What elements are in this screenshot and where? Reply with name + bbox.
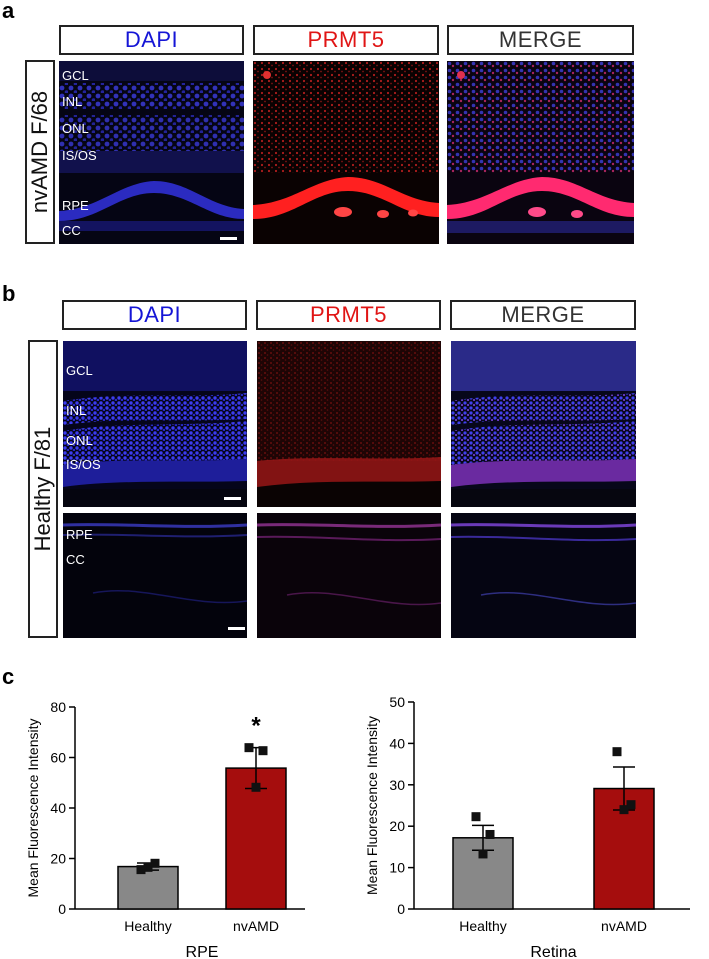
- panel-a-scale-bar: [220, 237, 237, 240]
- panel-a-prmt5-image: [253, 61, 439, 244]
- panel-b-merge-rpe-image: [451, 513, 636, 638]
- panel-b-layer-rpe: RPE: [66, 527, 93, 542]
- panel-a-header-dapi: DAPI: [59, 25, 244, 55]
- panel-b-prmt5-rpe-image: [257, 513, 441, 638]
- panel-b-layer-gcl: GCL: [66, 363, 93, 378]
- panel-a-layer-rpe: RPE: [62, 198, 89, 213]
- chart0-category-label: Healthy: [124, 918, 171, 934]
- chart1-data-point: [478, 849, 488, 859]
- chart0-data-point: [136, 865, 146, 875]
- chart0-bar-healthy: [117, 865, 179, 910]
- chart0-ytick-label: 40: [50, 800, 66, 816]
- panel-a-layer-onl: ONL: [62, 121, 89, 136]
- panel-b-layer-cc: CC: [66, 552, 85, 567]
- chart0-data-point: [244, 743, 254, 753]
- panel-a-header-merge: MERGE: [447, 25, 634, 55]
- chart0-ytick-label: 0: [58, 901, 66, 917]
- panel-b-layer-isos: IS/OS: [66, 457, 101, 472]
- panel-a-dapi-image: GCL INL ONL IS/OS RPE CC: [59, 61, 244, 244]
- chart0-data-point: [143, 862, 153, 872]
- chart1-xlabel: Retina: [530, 944, 576, 959]
- panel-b-header-merge: MERGE: [450, 300, 636, 330]
- chart0-bar-nvamd: [225, 767, 287, 910]
- chart1-ytick-label: 0: [397, 901, 405, 917]
- chart1-ytick-label: 30: [389, 777, 405, 793]
- chart1-ytick-label: 40: [389, 735, 405, 751]
- panel-b-sample-label-box: Healthy F/81: [28, 340, 58, 638]
- panel-a-letter: a: [2, 0, 15, 23]
- chart1-ytick-label: 50: [389, 694, 405, 710]
- chart0-category-label: nvAMD: [233, 918, 279, 934]
- panel-b-layer-onl: ONL: [66, 433, 93, 448]
- chart1-ylabel: Mean Fluorescence Intensity: [364, 716, 380, 895]
- panel-a-layer-gcl: GCL: [62, 68, 89, 83]
- chart0-ytick-label: 60: [50, 750, 66, 766]
- chart1-data-point: [471, 812, 481, 822]
- panel-b-scale-bar-bottom: [228, 627, 245, 630]
- panel-b-sample-label: Healthy F/81: [30, 426, 55, 552]
- panel-a-merge-image: [447, 61, 634, 244]
- chart0-ytick-label: 80: [50, 699, 66, 715]
- chart0-data-point: [258, 746, 268, 756]
- chart1-category-label: nvAMD: [601, 918, 647, 934]
- panel-b-scale-bar-top: [224, 497, 241, 500]
- chart1-ytick-label: 10: [389, 860, 405, 876]
- chart0-data-point: [150, 858, 160, 868]
- panel-b-prmt5-retina-image: [257, 341, 441, 507]
- chart0-significance-annotation: *: [251, 713, 261, 740]
- panel-b-dapi-retina-image: GCL INL ONL IS/OS: [63, 341, 247, 507]
- chart0-ylabel: Mean Fluorescence Intensity: [25, 719, 41, 898]
- panel-a-sample-label-box: nvAMD F/68: [25, 60, 55, 244]
- panel-b-dapi-rpe-image: RPE CC: [63, 513, 247, 638]
- chart0-data-point: [251, 782, 261, 792]
- panel-c-letter: c: [2, 664, 15, 689]
- panel-a-sample-label: nvAMD F/68: [27, 90, 52, 214]
- chart1-category-label: Healthy: [459, 918, 506, 934]
- chart1-ytick-label: 20: [389, 818, 405, 834]
- chart1-data-point: [626, 800, 636, 810]
- retina-bar-chart: 0 10 20 30 40 50 Mean Fluorescence Intensity He…: [364, 694, 690, 959]
- rpe-bar-chart: 0 20 40 60 80 Mean Fluorescence Intensity Heal…: [25, 699, 305, 959]
- panel-a-layer-isos: IS/OS: [62, 148, 97, 163]
- panel-b-merge-retina-image: [451, 341, 636, 507]
- panel-b-layer-inl: INL: [66, 403, 87, 418]
- chart1-data-point: [612, 747, 622, 757]
- chart0-xlabel: RPE: [186, 944, 219, 959]
- chart1-data-point: [619, 805, 629, 815]
- chart1-data-point: [485, 829, 495, 839]
- panel-b-letter: b: [2, 281, 16, 306]
- panel-b-header-dapi: DAPI: [62, 300, 247, 330]
- panel-a-header-prmt5: PRMT5: [253, 25, 439, 55]
- panel-b-header-prmt5: PRMT5: [256, 300, 441, 330]
- panel-a-layer-inl: INL: [62, 94, 83, 109]
- chart0-ytick-label: 20: [50, 851, 66, 867]
- panel-a-layer-cc: CC: [62, 223, 81, 238]
